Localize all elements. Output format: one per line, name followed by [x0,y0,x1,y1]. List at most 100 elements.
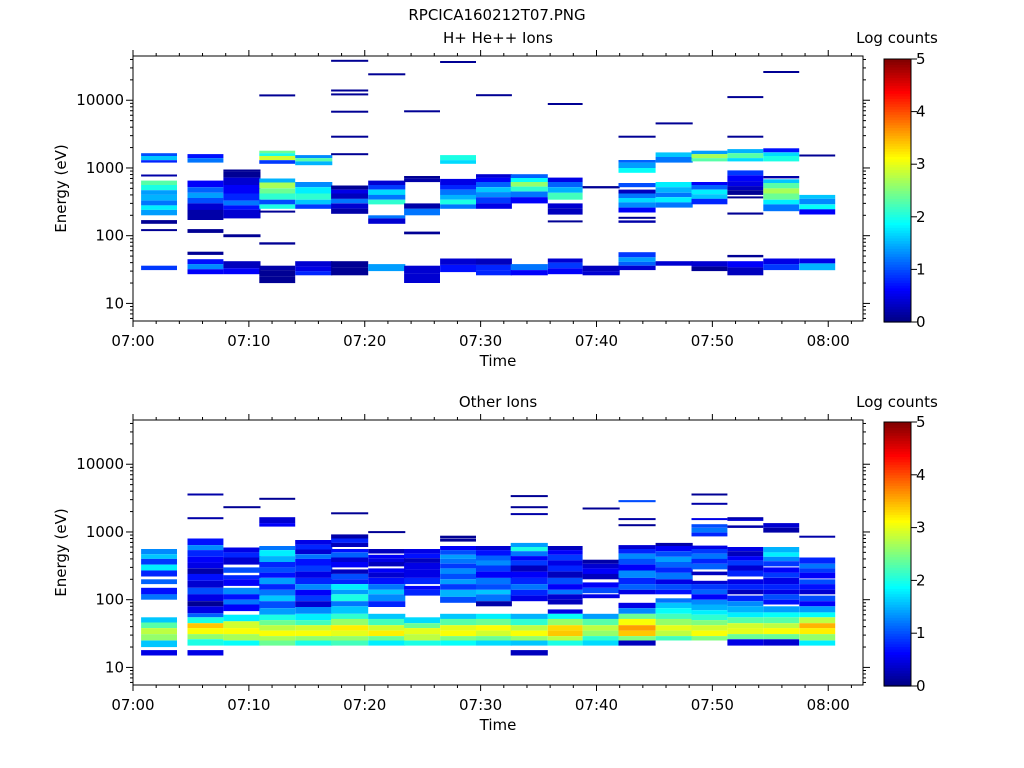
heatmap-cell [692,528,728,533]
heatmap-cell [440,195,476,200]
heatmap-cell [331,562,368,567]
heatmap-cell [331,543,368,547]
heatmap-cell [331,93,368,95]
heatmap-cell [223,600,260,605]
x-tick-label: 07:50 [691,696,734,714]
heatmap-cell [799,259,835,264]
colorbar-tick-label: 5 [916,413,926,431]
heatmap-cell [404,586,440,590]
heatmap-cell [692,546,728,550]
heatmap-cell [656,197,693,202]
heatmap-cell [727,519,763,521]
heatmap-cell [223,261,260,268]
y-tick-label: 10 [105,294,124,312]
heatmap-cell [259,153,295,156]
heatmap-cell [511,566,548,572]
heatmap-cell [223,185,260,194]
heatmap-cell [799,617,835,623]
heatmap-cell [727,190,763,195]
heatmap-cell [295,641,332,646]
heatmap-cell [511,543,548,547]
heatmap-cell [259,550,295,556]
heatmap-cell [727,617,763,623]
heatmap-cell [476,182,512,187]
heatmap-cell [331,584,368,590]
heatmap-cell [763,590,799,595]
heatmap-cell [295,200,332,205]
heatmap-cell [440,155,476,160]
heatmap-cell [223,621,260,628]
heatmap-cell [141,623,177,629]
heatmap-cell [727,261,763,267]
heatmap-cell [548,203,583,208]
heatmap-cell [619,208,656,213]
heatmap-cell [692,590,728,595]
heatmap-cell [141,559,177,565]
heatmap-cell [404,558,440,563]
heatmap-cell [727,601,763,606]
heatmap-cell [188,198,224,203]
heatmap-cell [331,614,368,619]
heatmap-cell [727,628,763,634]
heatmap-cell [476,566,512,572]
heatmap-cell [692,185,728,190]
heatmap-cell [799,606,835,612]
heatmap-cell [141,650,177,655]
heatmap-cell [799,590,835,595]
heatmap-cell [188,517,224,519]
heatmap-cell [548,103,583,105]
heatmap-cell [548,259,583,263]
heatmap-cell [259,596,295,602]
heatmap-cell [763,264,799,270]
x-axis-label: Time [479,352,517,370]
heatmap-cell [295,158,332,161]
heatmap-cell [763,176,799,178]
heatmap-cell [727,213,763,215]
heatmap-cell [692,194,728,199]
heatmap-cell [656,608,693,614]
heatmap-cell [619,584,656,590]
heatmap-cell [331,558,368,563]
heatmap-cell [295,267,332,272]
heatmap-cell [259,151,295,154]
colorbar-label: Log counts [856,393,938,411]
heatmap-cell [619,565,656,571]
heatmap-cell [188,210,224,220]
heatmap-cell [295,636,332,640]
heatmap-cell [619,194,656,199]
heatmap-cell [799,536,835,538]
heatmap-cell [656,157,693,163]
heatmap-cell [223,567,260,572]
heatmap-cell [440,190,476,195]
heatmap-cell [656,182,693,187]
x-tick-label: 07:50 [691,332,734,350]
heatmap-cell [763,523,799,528]
heatmap-cell [656,636,693,640]
heatmap-cell [368,190,405,195]
heatmap-cell [692,625,728,630]
heatmap-cell [727,153,763,158]
heatmap-cell [259,183,295,189]
heatmap-cell [331,590,368,595]
heatmap-cell [476,550,512,555]
heatmap-cell [259,242,295,244]
heatmap-cell [763,183,799,188]
spectrogram-figure: RPCICA160212T07.PNG H+ He++ Ions07:00 07:… [0,0,1024,768]
heatmap-cell [295,161,332,165]
heatmap-cell [619,262,656,266]
heatmap-cell [763,552,799,556]
heatmap-cell [223,628,260,634]
heatmap-cell [799,612,835,617]
heatmap-cell [727,96,763,98]
heatmap-cell [619,500,656,502]
heatmap-cell [476,197,512,203]
heatmap-cell [331,267,368,275]
heatmap-cell [141,195,177,201]
heatmap-cell [295,596,332,602]
heatmap-cell [511,506,548,508]
heatmap-cell [141,565,177,571]
heatmap-cell [188,494,224,496]
heatmap-cell [656,261,693,266]
heatmap-cell [476,203,512,208]
heatmap-cell [763,148,799,152]
